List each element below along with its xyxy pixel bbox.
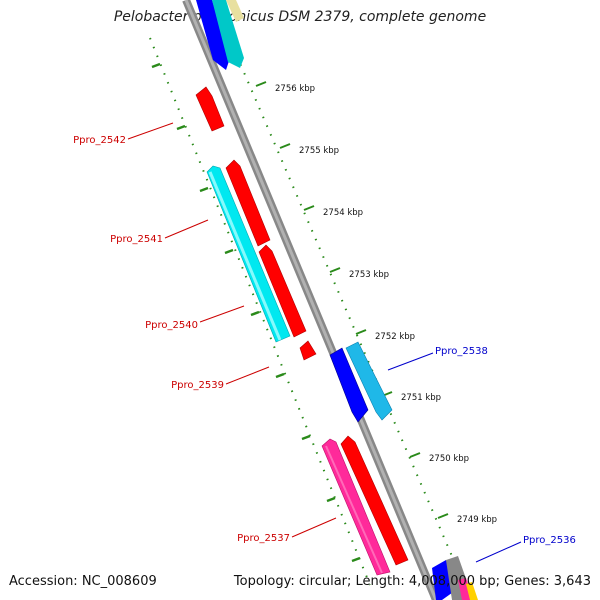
gene-label-Ppro_2539: Ppro_2539 [171, 380, 224, 391]
outer-scale-ruler [217, 11, 471, 599]
scale-label-2750: 2750 kbp [429, 454, 469, 464]
scale-label-2756: 2756 kbp [275, 84, 315, 94]
gene-leader-Ppro_2540 [199, 305, 245, 323]
scale-label-2749: 2749 kbp [457, 515, 497, 525]
inner-scale-tick [151, 62, 161, 69]
gene-label-Ppro_2542: Ppro_2542 [73, 135, 126, 146]
scale-label-2751: 2751 kbp [401, 393, 441, 403]
scale-tick [303, 205, 315, 211]
gene-arrow-Ppro_2541[interactable] [206, 165, 291, 343]
topology-label: Topology: circular; Length: 4,008,000 bp… [233, 574, 591, 589]
gene-arrow-Ppro_2538[interactable] [329, 341, 393, 423]
gene-leader-Ppro_2539 [225, 366, 270, 385]
scale-ticks [255, 81, 449, 519]
gene-top-partial [196, 0, 244, 70]
scale-tick [255, 81, 267, 87]
scale-label-2754: 2754 kbp [323, 208, 363, 218]
gene-leader-Ppro_2542 [127, 122, 174, 140]
gene-arrow-Ppro_2540[interactable] [258, 244, 307, 338]
gene-leader-Ppro_2537 [291, 517, 337, 538]
genome-backbone [182, 0, 440, 600]
inner-scale-tick [326, 496, 336, 503]
gene-arrow-Ppro_2542[interactable] [195, 86, 225, 132]
inner-scale-ruler [149, 37, 371, 586]
inner-scale-tick [199, 186, 209, 193]
gene-arrow-Ppro_2539[interactable] [299, 340, 317, 361]
scale-tick [279, 143, 291, 149]
inner-scale-tick [301, 434, 311, 441]
inner-scale-tick [250, 310, 260, 317]
scale-tick [409, 452, 421, 458]
gene-label-Ppro_2541: Ppro_2541 [110, 234, 163, 245]
scale-tick [329, 267, 341, 273]
gene-arrow-Ppro_2536[interactable] [432, 556, 478, 600]
inner-scale-tick [351, 556, 361, 563]
inner-scale-ticks [151, 62, 361, 563]
gene-label-Ppro_2536: Ppro_2536 [523, 535, 576, 546]
genome-backbone-inner [184, 0, 438, 600]
gene-leader-Ppro_2541 [164, 219, 209, 239]
gene-label-Ppro_2540: Ppro_2540 [145, 320, 198, 331]
scale-label-2755: 2755 kbp [299, 146, 339, 156]
scale-tick [355, 329, 367, 335]
scale-tick [437, 513, 449, 519]
scale-label-2753: 2753 kbp [349, 270, 389, 280]
gene-arrow-red-upper [225, 159, 271, 247]
gene-leader-Ppro_2536 [475, 541, 522, 563]
scale-label-2752: 2752 kbp [375, 332, 415, 342]
gene-label-Ppro_2538: Ppro_2538 [435, 346, 488, 357]
inner-scale-tick [224, 248, 234, 255]
inner-scale-tick [176, 124, 186, 131]
gene-arrow-Ppro_2537[interactable] [321, 435, 409, 576]
inner-scale-tick [275, 372, 285, 379]
accession-label: Accession: NC_008609 [9, 574, 157, 589]
gene-label-Ppro_2537: Ppro_2537 [237, 533, 290, 544]
gene-leader-Ppro_2538 [387, 352, 434, 371]
